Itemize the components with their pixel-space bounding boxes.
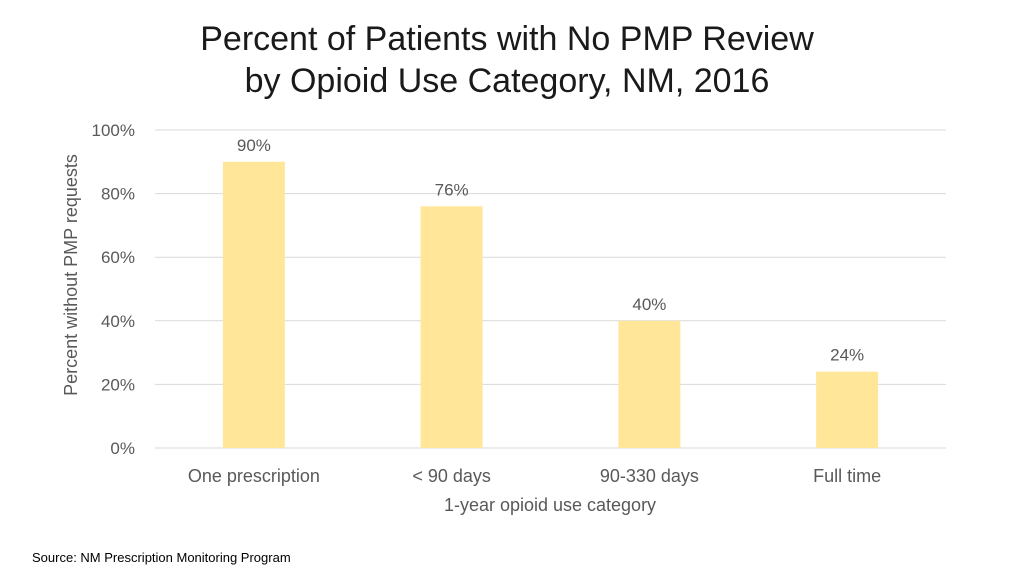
bar bbox=[420, 206, 483, 448]
y-tick-label: 20% bbox=[101, 375, 135, 394]
x-tick-label: < 90 days bbox=[412, 466, 491, 486]
bar bbox=[222, 161, 285, 449]
y-tick-label: 0% bbox=[110, 439, 135, 458]
y-axis-label: Percent without PMP requests bbox=[61, 154, 81, 396]
gridlines bbox=[155, 129, 946, 449]
y-tick-label: 80% bbox=[101, 185, 135, 204]
y-tick-label: 100% bbox=[92, 121, 135, 140]
chart-title-line-2: by Opioid Use Category, NM, 2016 bbox=[244, 62, 770, 100]
data-labels: 90% 76% 40% 24% bbox=[237, 136, 864, 365]
data-label: 76% bbox=[435, 180, 469, 199]
y-tick-label: 60% bbox=[101, 248, 135, 267]
x-tick-label: Full time bbox=[813, 466, 881, 486]
data-label: 90% bbox=[237, 136, 271, 155]
y-tick-label: 40% bbox=[101, 312, 135, 331]
source-note: Source: NM Prescription Monitoring Progr… bbox=[32, 550, 291, 565]
y-axis-ticks: 0% 20% 40% 60% 80% 100% bbox=[92, 121, 135, 458]
chart-title-line-1: Percent of Patients with No PMP Review bbox=[200, 20, 814, 58]
bars bbox=[222, 161, 879, 449]
bar bbox=[618, 320, 681, 448]
data-label: 24% bbox=[830, 346, 864, 365]
x-axis-label: 1-year opioid use category bbox=[444, 495, 656, 515]
data-label: 40% bbox=[632, 295, 666, 314]
chart-title: Percent of Patients with No PMP Review b… bbox=[0, 18, 1014, 102]
bar bbox=[816, 371, 879, 448]
x-tick-label: 90-330 days bbox=[600, 466, 699, 486]
x-axis-ticks: One prescription < 90 days 90-330 days Full… bbox=[188, 466, 881, 486]
x-tick-label: One prescription bbox=[188, 466, 320, 486]
